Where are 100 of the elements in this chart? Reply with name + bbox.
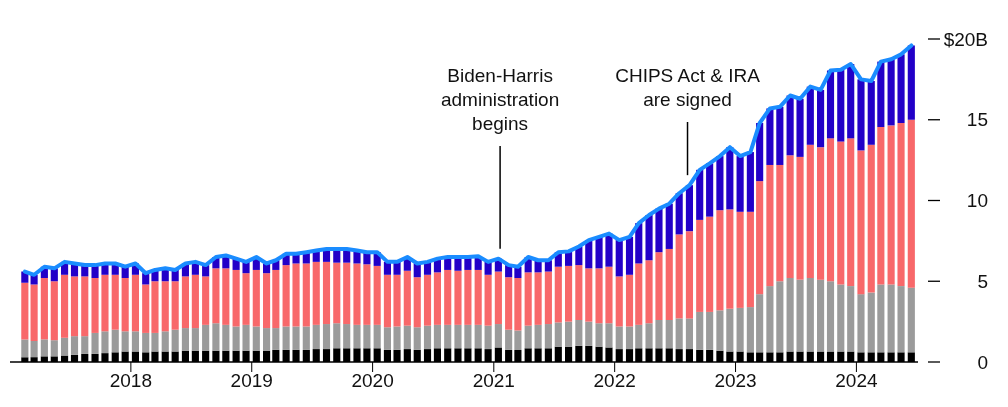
bar — [887, 284, 895, 353]
bar — [111, 274, 119, 330]
bar — [263, 328, 271, 351]
bar — [837, 69, 845, 142]
bar — [161, 281, 169, 332]
bar — [736, 307, 744, 352]
bar — [302, 263, 310, 327]
bar — [263, 273, 271, 329]
bar — [625, 236, 634, 275]
bar — [81, 336, 89, 354]
bar — [645, 260, 653, 324]
bar — [736, 156, 744, 212]
bar — [837, 141, 845, 285]
bar — [565, 265, 573, 322]
bar — [302, 326, 310, 350]
bar — [806, 86, 814, 145]
bar — [363, 264, 371, 325]
bar — [272, 269, 280, 329]
bar — [91, 332, 99, 354]
bar — [635, 263, 643, 325]
bar — [393, 326, 401, 350]
x-tick-label: 2019 — [230, 370, 273, 392]
y-tick-label: 10 — [966, 190, 988, 212]
bar — [595, 268, 603, 324]
bar — [665, 203, 673, 249]
bar — [433, 272, 442, 325]
bar — [685, 231, 694, 319]
bar — [897, 286, 905, 353]
bar — [706, 311, 714, 350]
bar — [181, 276, 190, 329]
bar — [222, 324, 230, 351]
bar — [716, 210, 724, 311]
bar — [726, 308, 734, 352]
bar — [242, 261, 250, 274]
line-series — [22, 43, 914, 277]
bar — [867, 80, 875, 145]
y-tick-label: 15 — [966, 109, 988, 131]
bar — [796, 156, 804, 280]
bar — [575, 265, 583, 321]
bar — [373, 265, 381, 325]
bar — [796, 98, 804, 157]
bar — [615, 240, 623, 277]
bar — [907, 45, 915, 120]
bar — [171, 329, 179, 352]
bar — [826, 70, 835, 139]
bar — [121, 278, 129, 332]
bar — [817, 147, 825, 280]
bar — [867, 292, 875, 353]
bar — [655, 252, 663, 321]
bar — [776, 106, 784, 165]
bar — [61, 337, 69, 356]
bar — [857, 150, 865, 295]
bar — [81, 276, 89, 337]
bar — [232, 269, 240, 327]
bar — [454, 324, 462, 349]
bar — [393, 274, 401, 327]
bar — [514, 278, 522, 331]
bar — [534, 272, 542, 325]
bar — [585, 321, 593, 346]
x-tick-label: 2024 — [835, 370, 878, 392]
bar — [776, 164, 784, 282]
bar — [625, 326, 634, 350]
bar — [675, 234, 683, 319]
bar — [696, 311, 704, 350]
bar — [50, 340, 58, 357]
bar — [766, 108, 774, 165]
bar — [655, 208, 663, 253]
bar — [605, 323, 613, 348]
bar — [786, 155, 794, 279]
bar — [766, 164, 774, 287]
ref-line-label: CHIPS Act & IRA are signed — [614, 64, 761, 112]
x-tick-label: 2020 — [351, 370, 394, 392]
bar — [505, 329, 513, 350]
bar — [655, 320, 663, 349]
bar — [222, 268, 230, 325]
bar — [433, 324, 442, 349]
bar — [423, 274, 432, 326]
x-tick-label: 2018 — [109, 370, 153, 392]
bar — [282, 265, 290, 327]
bar — [40, 278, 48, 340]
bar — [403, 270, 411, 326]
bar — [796, 279, 804, 352]
bar — [21, 282, 29, 340]
bar — [111, 329, 119, 353]
bar — [847, 286, 855, 352]
bar — [142, 284, 150, 333]
bar — [887, 125, 895, 285]
bar — [444, 269, 452, 325]
y-tick-label: 0 — [977, 351, 988, 373]
bar — [292, 326, 300, 350]
bar — [847, 138, 855, 287]
bar — [131, 331, 140, 352]
bar — [464, 269, 472, 325]
bar — [726, 147, 734, 210]
bar — [312, 324, 320, 350]
bar — [897, 122, 905, 287]
bar — [534, 324, 542, 349]
bar — [625, 274, 634, 327]
bar — [413, 327, 421, 350]
bar — [605, 233, 613, 267]
